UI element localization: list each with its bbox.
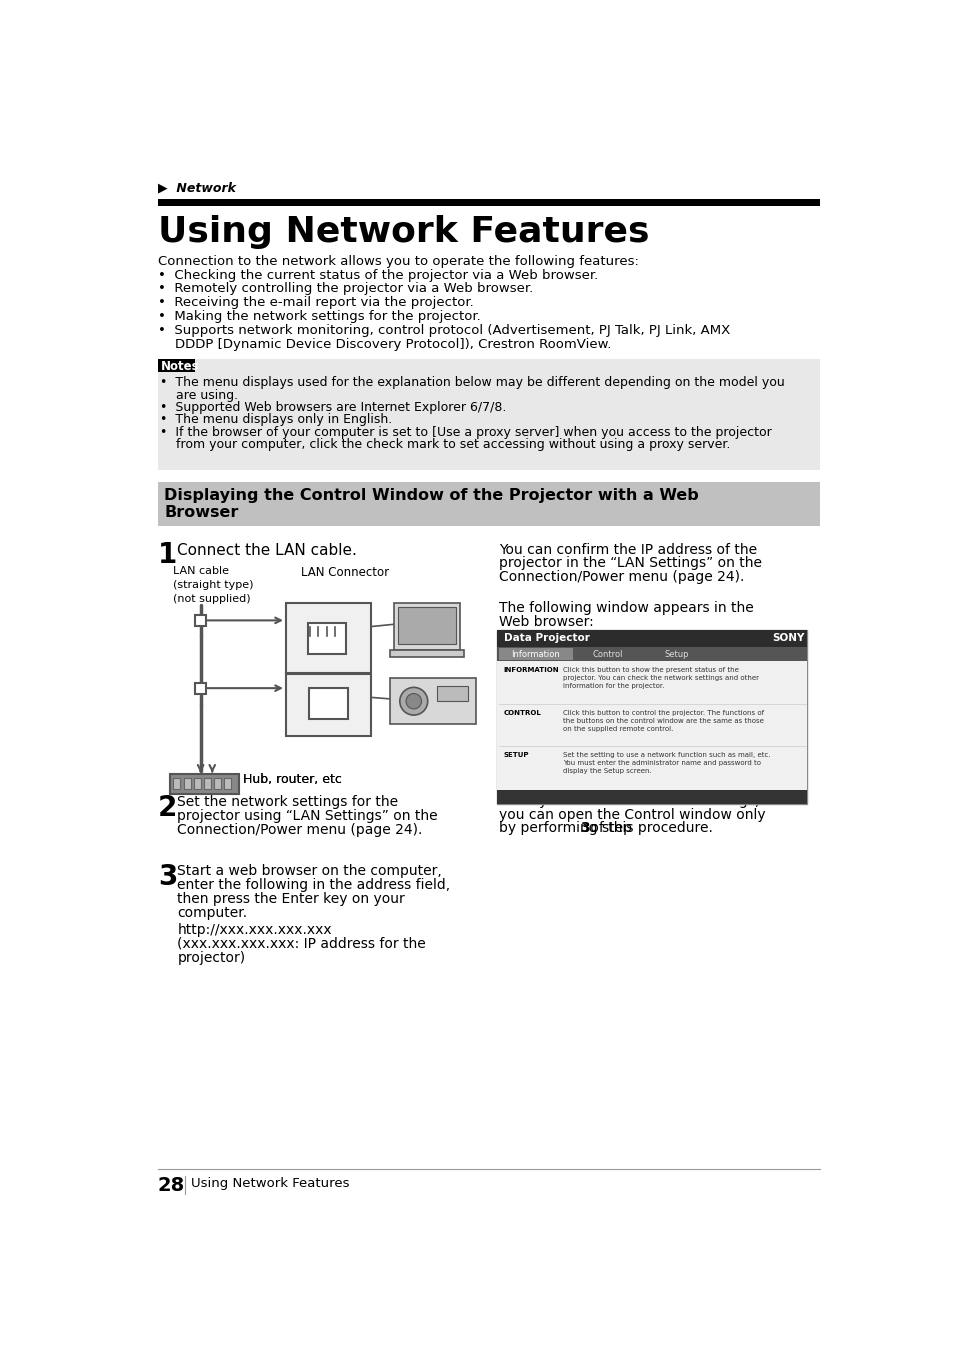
Text: Once you make the network settings,: Once you make the network settings,: [498, 794, 759, 807]
Bar: [394, 603, 459, 650]
Text: Notes: Notes: [161, 360, 199, 373]
Text: from your computer, click the check mark to set accessing without using a proxy : from your computer, click the check mark…: [160, 438, 730, 452]
Bar: [436, 685, 468, 702]
Text: •  Remotely controlling the projector via a Web browser.: • Remotely controlling the projector via…: [158, 283, 533, 295]
Text: 3: 3: [158, 863, 177, 891]
Text: Control: Control: [592, 650, 622, 658]
Text: •  Making the network settings for the projector.: • Making the network settings for the pr…: [158, 310, 480, 323]
Text: Connect the LAN cable.: Connect the LAN cable.: [177, 542, 356, 557]
Text: Set the network settings for the: Set the network settings for the: [177, 795, 398, 810]
Text: projector in the “LAN Settings” on the: projector in the “LAN Settings” on the: [498, 557, 761, 571]
Text: of this procedure.: of this procedure.: [585, 822, 712, 836]
Text: •  The menu displays used for the explanation below may be different depending o: • The menu displays used for the explana…: [160, 376, 784, 389]
Bar: [497, 630, 806, 803]
Bar: [307, 623, 346, 653]
Bar: [173, 779, 180, 790]
Text: Information: Information: [511, 650, 559, 658]
Bar: [213, 779, 220, 790]
Bar: [193, 779, 200, 790]
Bar: [497, 790, 806, 803]
Bar: [158, 481, 819, 526]
Text: •  Supports network monitoring, control protocol (Advertisement, PJ Talk, PJ Lin: • Supports network monitoring, control p…: [158, 324, 729, 337]
Text: enter the following in the address field,: enter the following in the address field…: [177, 879, 450, 892]
Bar: [286, 675, 371, 735]
Text: INFORMATION: INFORMATION: [503, 668, 558, 673]
Text: 2: 2: [158, 794, 177, 822]
Text: 3: 3: [579, 822, 589, 836]
Text: Click this button to show the present status of the
projector. You can check the: Click this button to show the present st…: [562, 668, 759, 690]
Text: CONTROL: CONTROL: [503, 710, 541, 715]
Text: Data Projector: Data Projector: [503, 634, 589, 644]
Text: DDDP [Dynamic Device Discovery Protocol]), Crestron RoomView.: DDDP [Dynamic Device Discovery Protocol]…: [158, 338, 611, 350]
Text: Connection/Power menu (page 24).: Connection/Power menu (page 24).: [498, 571, 743, 584]
Text: you can open the Control window only: you can open the Control window only: [498, 807, 765, 822]
Bar: [183, 779, 191, 790]
Circle shape: [399, 687, 427, 715]
Text: Set the setting to use a network function such as mail, etc.
You must enter the : Set the setting to use a network functio…: [562, 752, 770, 775]
Bar: [170, 775, 239, 794]
Bar: [497, 648, 806, 661]
Bar: [397, 607, 456, 645]
Circle shape: [406, 694, 421, 708]
Bar: [224, 779, 231, 790]
Bar: [195, 615, 206, 626]
Bar: [498, 648, 572, 660]
Text: ▶  Network: ▶ Network: [158, 181, 235, 195]
Text: •  If the browser of your computer is set to [Use a proxy server] when you acces: • If the browser of your computer is set…: [160, 426, 771, 438]
Bar: [204, 779, 211, 790]
Text: projector): projector): [177, 950, 245, 965]
Text: Connection to the network allows you to operate the following features:: Connection to the network allows you to …: [158, 254, 639, 268]
Bar: [390, 679, 476, 725]
Bar: [158, 358, 195, 372]
Text: Click this button to control the projector. The functions of
the buttons on the : Click this button to control the project…: [562, 710, 763, 731]
Text: http://xxx.xxx.xxx.xxx: http://xxx.xxx.xxx.xxx: [177, 923, 332, 937]
Text: The following window appears in the: The following window appears in the: [498, 602, 753, 615]
Text: Displaying the Control Window of the Projector with a Web: Displaying the Control Window of the Pro…: [164, 488, 699, 503]
Bar: [497, 630, 806, 648]
Text: projector using “LAN Settings” on the: projector using “LAN Settings” on the: [177, 808, 437, 823]
Text: LAN cable
(straight type)
(not supplied): LAN cable (straight type) (not supplied): [173, 566, 253, 604]
Text: then press the Enter key on your: then press the Enter key on your: [177, 892, 405, 906]
Text: Setup: Setup: [664, 650, 689, 658]
Text: Web browser:: Web browser:: [498, 615, 593, 629]
Text: Start a web browser on the computer,: Start a web browser on the computer,: [177, 864, 441, 879]
Text: computer.: computer.: [177, 906, 247, 921]
Bar: [497, 661, 806, 790]
Bar: [158, 358, 819, 470]
Text: LAN Connector: LAN Connector: [301, 566, 389, 580]
Text: by performing step: by performing step: [498, 822, 636, 836]
Text: 1: 1: [158, 541, 177, 569]
Text: Hub, router, etc: Hub, router, etc: [243, 773, 342, 786]
Text: Using Network Features: Using Network Features: [158, 215, 649, 249]
Text: Connection/Power menu (page 24).: Connection/Power menu (page 24).: [177, 823, 422, 837]
Bar: [390, 650, 464, 657]
Text: SONY: SONY: [772, 634, 804, 644]
Text: SETUP: SETUP: [503, 752, 529, 758]
Bar: [158, 199, 819, 206]
Text: Browser: Browser: [164, 504, 238, 521]
Text: Hub, router, etc: Hub, router, etc: [243, 773, 342, 786]
Bar: [309, 688, 348, 719]
Text: •  Supported Web browsers are Internet Explorer 6/7/8.: • Supported Web browsers are Internet Ex…: [160, 402, 506, 414]
Text: Using Network Features: Using Network Features: [191, 1178, 349, 1190]
Text: •  Checking the current status of the projector via a Web browser.: • Checking the current status of the pro…: [158, 269, 598, 281]
Text: are using.: are using.: [160, 388, 238, 402]
Bar: [286, 603, 371, 673]
Text: •  Receiving the e-mail report via the projector.: • Receiving the e-mail report via the pr…: [158, 296, 474, 310]
Text: •  The menu displays only in English.: • The menu displays only in English.: [160, 414, 393, 426]
Text: (xxx.xxx.xxx.xxx: IP address for the: (xxx.xxx.xxx.xxx: IP address for the: [177, 937, 426, 950]
Text: 28: 28: [158, 1175, 185, 1195]
Bar: [195, 683, 206, 694]
Text: You can confirm the IP address of the: You can confirm the IP address of the: [498, 542, 757, 557]
